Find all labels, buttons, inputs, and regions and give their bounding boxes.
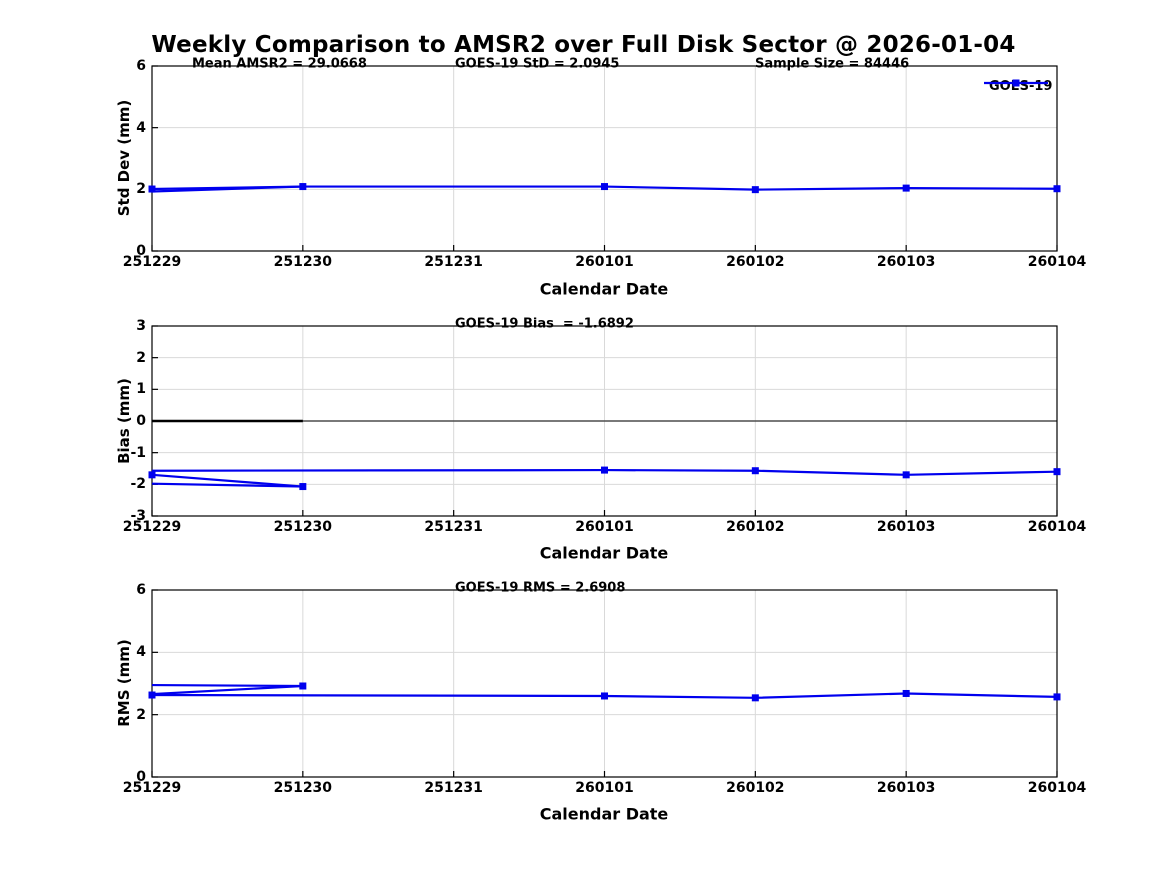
bias-series-line [151, 482, 303, 488]
data-point-marker [1053, 693, 1061, 701]
x-tick-label: 251229 [122, 780, 182, 796]
x-tick-label: 260102 [726, 780, 785, 796]
data-point-marker [902, 471, 910, 479]
x-tick-label: 260103 [876, 519, 936, 535]
x-tick-label: 260101 [575, 780, 634, 796]
y-tick-label: -2 [130, 476, 146, 493]
bias-x-axis-label: Calendar Date [539, 543, 669, 563]
stddev-annotation: GOES-19 StD = 2.0945 [455, 56, 620, 72]
x-tick-label: 251229 [122, 254, 182, 270]
stddev-series-line [151, 185, 303, 193]
x-tick-label: 251229 [122, 519, 182, 535]
y-tick-label: 4 [136, 119, 146, 136]
data-point-marker [148, 471, 156, 479]
x-tick-label: 260104 [1027, 254, 1087, 270]
x-tick-label: 260104 [1027, 519, 1087, 535]
rms-annotation: GOES-19 RMS = 2.6908 [455, 580, 626, 596]
bias-series-line [151, 473, 303, 488]
y-tick-label: -3 [130, 508, 146, 524]
y-tick-label: 2 [136, 349, 146, 366]
stddev-x-axis-label: Calendar Date [539, 279, 669, 299]
data-point-marker [601, 183, 608, 191]
chart-title: Weekly Comparison to AMSR2 over Full Dis… [151, 32, 1016, 58]
rms-series-line [151, 684, 303, 696]
legend: GOES-19 [983, 77, 1052, 95]
rms-plot [148, 589, 1061, 778]
y-tick-label: 0 [136, 769, 146, 785]
data-point-marker [1053, 185, 1061, 193]
stddev-annotation: Mean AMSR2 = 29.0668 [192, 56, 367, 72]
stddev-annotation: Sample Size = 84446 [755, 56, 910, 72]
y-tick-label: 6 [136, 582, 146, 598]
x-tick-label: 251230 [273, 519, 333, 535]
data-point-marker [902, 184, 910, 192]
rms-x-axis-label: Calendar Date [539, 804, 669, 824]
bias-plot [148, 325, 1061, 517]
x-tick-label: 260104 [1027, 780, 1087, 796]
x-tick-label: 260102 [726, 519, 785, 535]
data-point-marker [148, 691, 156, 699]
x-tick-label: 251230 [273, 780, 333, 796]
y-tick-label: 6 [136, 58, 146, 74]
y-tick-label: 4 [136, 644, 146, 661]
y-tick-label: -1 [130, 444, 146, 461]
stddev-plot [148, 65, 1061, 252]
data-point-marker [751, 467, 759, 475]
y-tick-label: 2 [136, 706, 146, 723]
data-point-marker [751, 186, 759, 194]
x-tick-label: 251231 [424, 254, 483, 270]
x-tick-label: 260102 [726, 254, 785, 270]
x-tick-label: 260103 [876, 254, 936, 270]
data-point-marker [601, 466, 608, 474]
data-point-marker [148, 185, 156, 193]
y-tick-label: 2 [136, 181, 146, 198]
data-point-marker [1053, 468, 1061, 476]
x-tick-label: 260103 [876, 780, 936, 796]
bias-annotation: GOES-19 Bias = -1.6892 [455, 316, 634, 332]
stddev-y-axis-label: Std Dev (mm) [115, 99, 133, 217]
y-tick-label: 0 [136, 243, 146, 259]
legend-line-marker-icon [984, 79, 1048, 87]
x-tick-label: 251230 [273, 254, 333, 270]
data-point-marker [601, 692, 608, 700]
x-tick-label: 260101 [575, 254, 634, 270]
x-tick-label: 251231 [424, 519, 483, 535]
y-tick-label: 0 [136, 413, 146, 429]
y-tick-label: 3 [136, 318, 146, 334]
rms-series-line [151, 683, 303, 688]
data-point-marker [902, 689, 910, 697]
y-tick-label: 1 [136, 381, 146, 398]
x-tick-label: 251231 [424, 780, 483, 796]
data-point-marker [751, 694, 759, 702]
x-tick-label: 260101 [575, 519, 634, 535]
